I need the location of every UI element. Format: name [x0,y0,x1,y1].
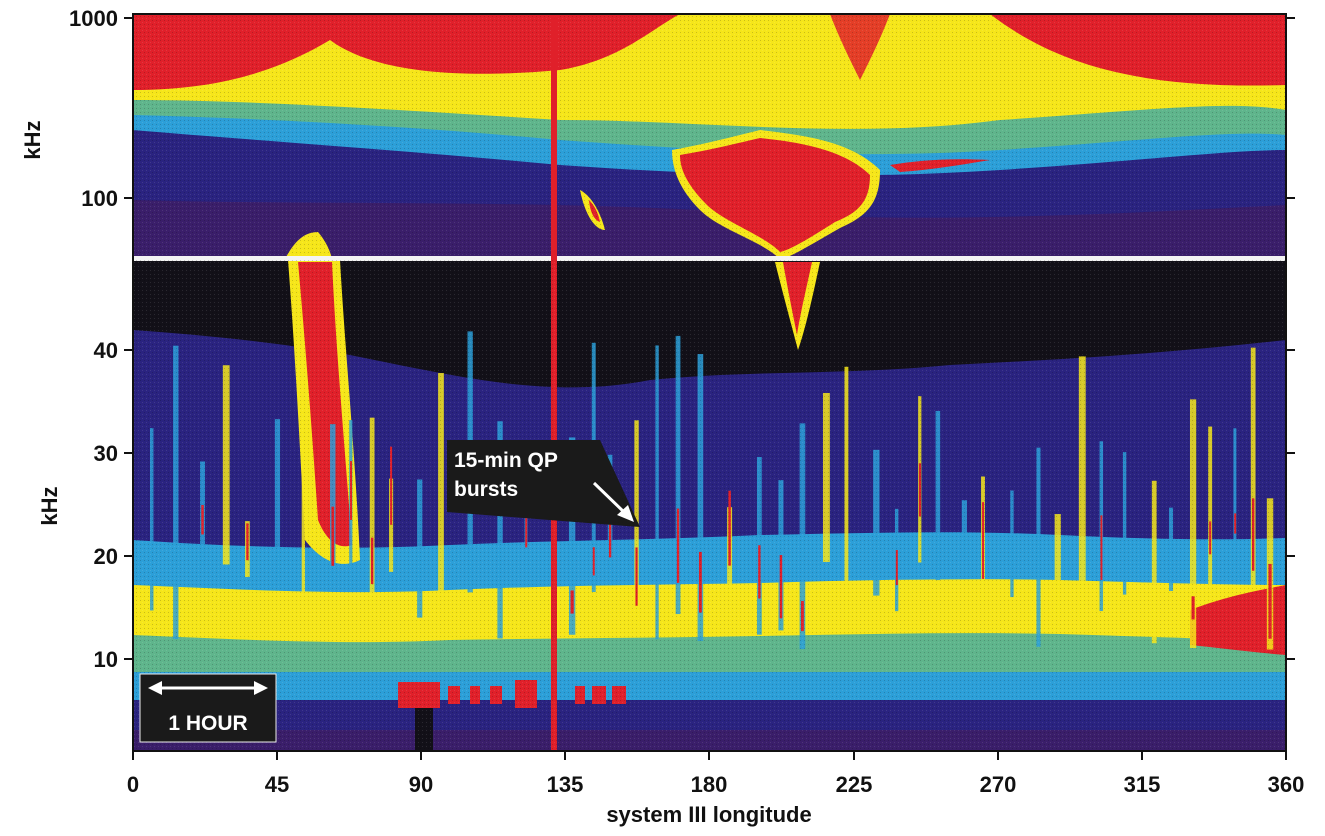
y-tick-label: 100 [81,186,118,211]
annotation-arrow [592,481,628,516]
top-panel [133,14,1286,259]
y-axis-label-top: kHz [20,120,45,159]
y-ticks [124,17,1295,660]
annotation-arrowhead [617,505,634,522]
divider-line [133,256,1286,261]
annotation-text-line-2: bursts [454,478,518,501]
plot-area [133,14,1286,751]
x-ticks [132,751,1287,760]
one-hour-label: 1 HOUR [168,712,247,735]
x-tick-label: 0 [127,772,139,797]
y-tick-label: 10 [94,647,118,672]
x-tick-label: 270 [980,772,1017,797]
one-hour-scale-annotation: 1 HOUR [139,673,277,743]
x-tick-label: 180 [691,772,728,797]
y-axis-label-bottom: kHz [37,486,62,525]
annotation-text-line-1: 15-min QP [454,449,558,472]
y-tick-label: 30 [94,441,118,466]
y-tick-label: 40 [94,338,118,363]
qp-bursts-annotation: 15-min QP bursts [447,440,640,527]
x-axis-label: system III longitude [606,802,811,827]
x-tick-label: 45 [265,772,289,797]
x-tick-label: 90 [409,772,433,797]
x-tick-label: 360 [1268,772,1305,797]
x-tick-label: 135 [547,772,584,797]
y-tick-label: 20 [94,544,118,569]
y-tick-label: 1000 [69,6,118,31]
x-tick-label: 315 [1124,772,1161,797]
x-tick-label: 225 [836,772,873,797]
